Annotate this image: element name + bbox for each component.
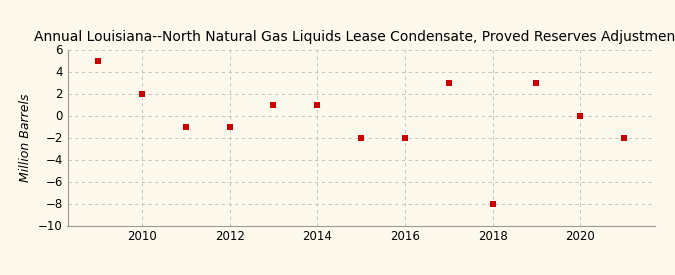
Title: Annual Louisiana--North Natural Gas Liquids Lease Condensate, Proved Reserves Ad: Annual Louisiana--North Natural Gas Liqu… bbox=[34, 30, 675, 44]
Y-axis label: Million Barrels: Million Barrels bbox=[20, 93, 32, 182]
